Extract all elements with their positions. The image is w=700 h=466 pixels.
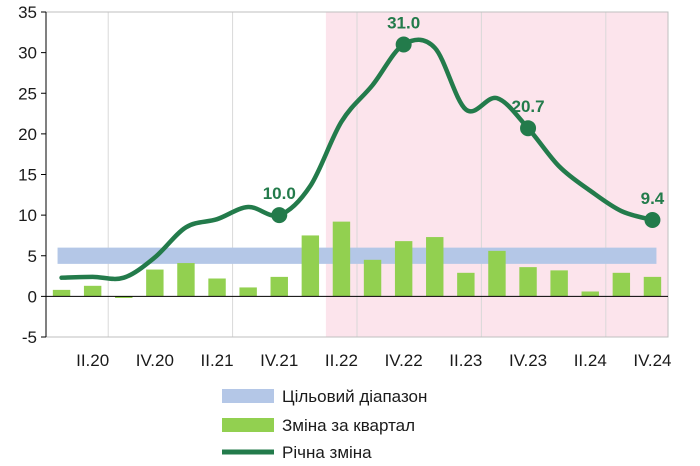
bar-quarterly — [83, 285, 102, 297]
legend-swatch-target-range — [222, 389, 274, 403]
y-tick-label: 0 — [28, 287, 37, 306]
x-tick-label: II.20 — [76, 351, 109, 370]
annual-change-line — [59, 37, 655, 282]
x-tick-label: II.24 — [574, 351, 607, 370]
x-tick-label: IV.22 — [385, 351, 423, 370]
bar-quarterly — [239, 287, 257, 297]
bar-quarterly — [581, 291, 599, 297]
y-tick-label: 35 — [18, 3, 37, 22]
bar-quarterly — [612, 272, 631, 297]
y-tick-label: 25 — [18, 84, 37, 103]
bar-quarterly — [332, 221, 351, 297]
bar-quarterly — [208, 278, 226, 297]
bar-quarterly — [177, 263, 195, 297]
legend-label: Річна зміна — [282, 443, 372, 462]
x-tick-label: IV.20 — [136, 351, 174, 370]
y-tick-label: 20 — [18, 125, 37, 144]
y-tick-label: 30 — [18, 44, 37, 63]
bar-quarterly — [519, 267, 537, 297]
x-tick-label: IV.24 — [633, 351, 671, 370]
y-tick-label: -5 — [22, 328, 37, 347]
legend-swatch-quarterly — [222, 418, 274, 432]
y-tick-label: 10 — [18, 206, 37, 225]
annual-point-marker — [271, 207, 288, 224]
bar-quarterly — [301, 235, 320, 297]
bar-quarterly — [457, 272, 475, 297]
x-tick-label: II.23 — [449, 351, 482, 370]
x-tick-label: II.21 — [201, 351, 234, 370]
bar-quarterly — [52, 289, 71, 297]
bar-quarterly — [643, 276, 662, 297]
annual-point-marker — [644, 212, 661, 228]
bar-quarterly — [550, 270, 568, 297]
target-range-band — [57, 247, 657, 264]
legend-label: Зміна за квартал — [282, 416, 415, 435]
x-tick-label: II.22 — [325, 351, 358, 370]
bar-quarterly — [426, 237, 444, 297]
data-label: 20.7 — [512, 97, 545, 116]
bar-quarterly — [363, 259, 382, 297]
bar-quarterly — [488, 250, 506, 297]
data-label: 10.0 — [263, 184, 296, 203]
bar-quarterly — [115, 296, 133, 298]
data-label: 31.0 — [387, 14, 420, 33]
y-tick-label: 15 — [18, 166, 37, 185]
x-tick-label: IV.21 — [260, 351, 298, 370]
bar-quarterly — [270, 276, 288, 297]
y-tick-label: 5 — [28, 247, 37, 266]
bar-quarterly — [394, 241, 413, 297]
annual-point-marker — [395, 36, 412, 53]
x-tick-label: IV.23 — [509, 351, 547, 370]
annual-point-marker — [520, 120, 537, 137]
bar-quarterly — [146, 269, 164, 297]
legend-label: Цільовий діапазон — [282, 387, 427, 406]
data-label: 9.4 — [641, 189, 665, 208]
